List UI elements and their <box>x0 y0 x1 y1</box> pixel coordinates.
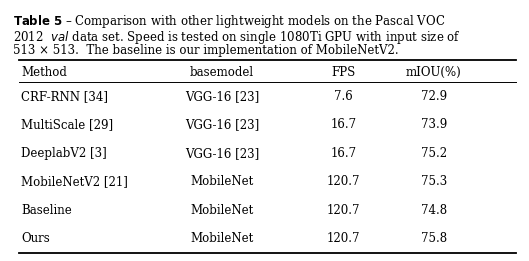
Text: CRF-RNN [34]: CRF-RNN [34] <box>21 90 108 103</box>
Text: basemodel: basemodel <box>190 66 254 79</box>
Text: MobileNetV2 [21]: MobileNetV2 [21] <box>21 175 128 188</box>
Text: mIOU(%): mIOU(%) <box>406 66 462 79</box>
Text: 16.7: 16.7 <box>331 118 357 131</box>
Text: 75.2: 75.2 <box>421 147 447 160</box>
Text: VGG-16 [23]: VGG-16 [23] <box>185 118 259 131</box>
Text: FPS: FPS <box>332 66 356 79</box>
Text: DeeplabV2 [3]: DeeplabV2 [3] <box>21 147 107 160</box>
Text: 75.3: 75.3 <box>421 175 447 188</box>
Text: 513 × 513.  The baseline is our implementation of MobileNetV2.: 513 × 513. The baseline is our implement… <box>13 44 399 57</box>
Text: MultiScale [29]: MultiScale [29] <box>21 118 113 131</box>
Text: 120.7: 120.7 <box>327 204 361 217</box>
Text: VGG-16 [23]: VGG-16 [23] <box>185 147 259 160</box>
Text: 16.7: 16.7 <box>331 147 357 160</box>
Text: Method: Method <box>21 66 67 79</box>
Text: 120.7: 120.7 <box>327 232 361 245</box>
Text: Baseline: Baseline <box>21 204 72 217</box>
Text: 2012  $\it{val}$ data set. Speed is tested on single 1080Ti GPU with input size : 2012 $\it{val}$ data set. Speed is teste… <box>13 28 461 45</box>
Text: $\bf{Table\ 5}$ – Comparison with other lightweight models on the Pascal VOC: $\bf{Table\ 5}$ – Comparison with other … <box>13 13 445 30</box>
Text: 7.6: 7.6 <box>334 90 353 103</box>
Text: 74.8: 74.8 <box>421 204 447 217</box>
Text: 73.9: 73.9 <box>421 118 447 131</box>
Text: Ours: Ours <box>21 232 50 245</box>
Text: MobileNet: MobileNet <box>190 204 254 217</box>
Text: VGG-16 [23]: VGG-16 [23] <box>185 90 259 103</box>
Text: 75.8: 75.8 <box>421 232 447 245</box>
Text: 120.7: 120.7 <box>327 175 361 188</box>
Text: 72.9: 72.9 <box>421 90 447 103</box>
Text: MobileNet: MobileNet <box>190 175 254 188</box>
Text: MobileNet: MobileNet <box>190 232 254 245</box>
